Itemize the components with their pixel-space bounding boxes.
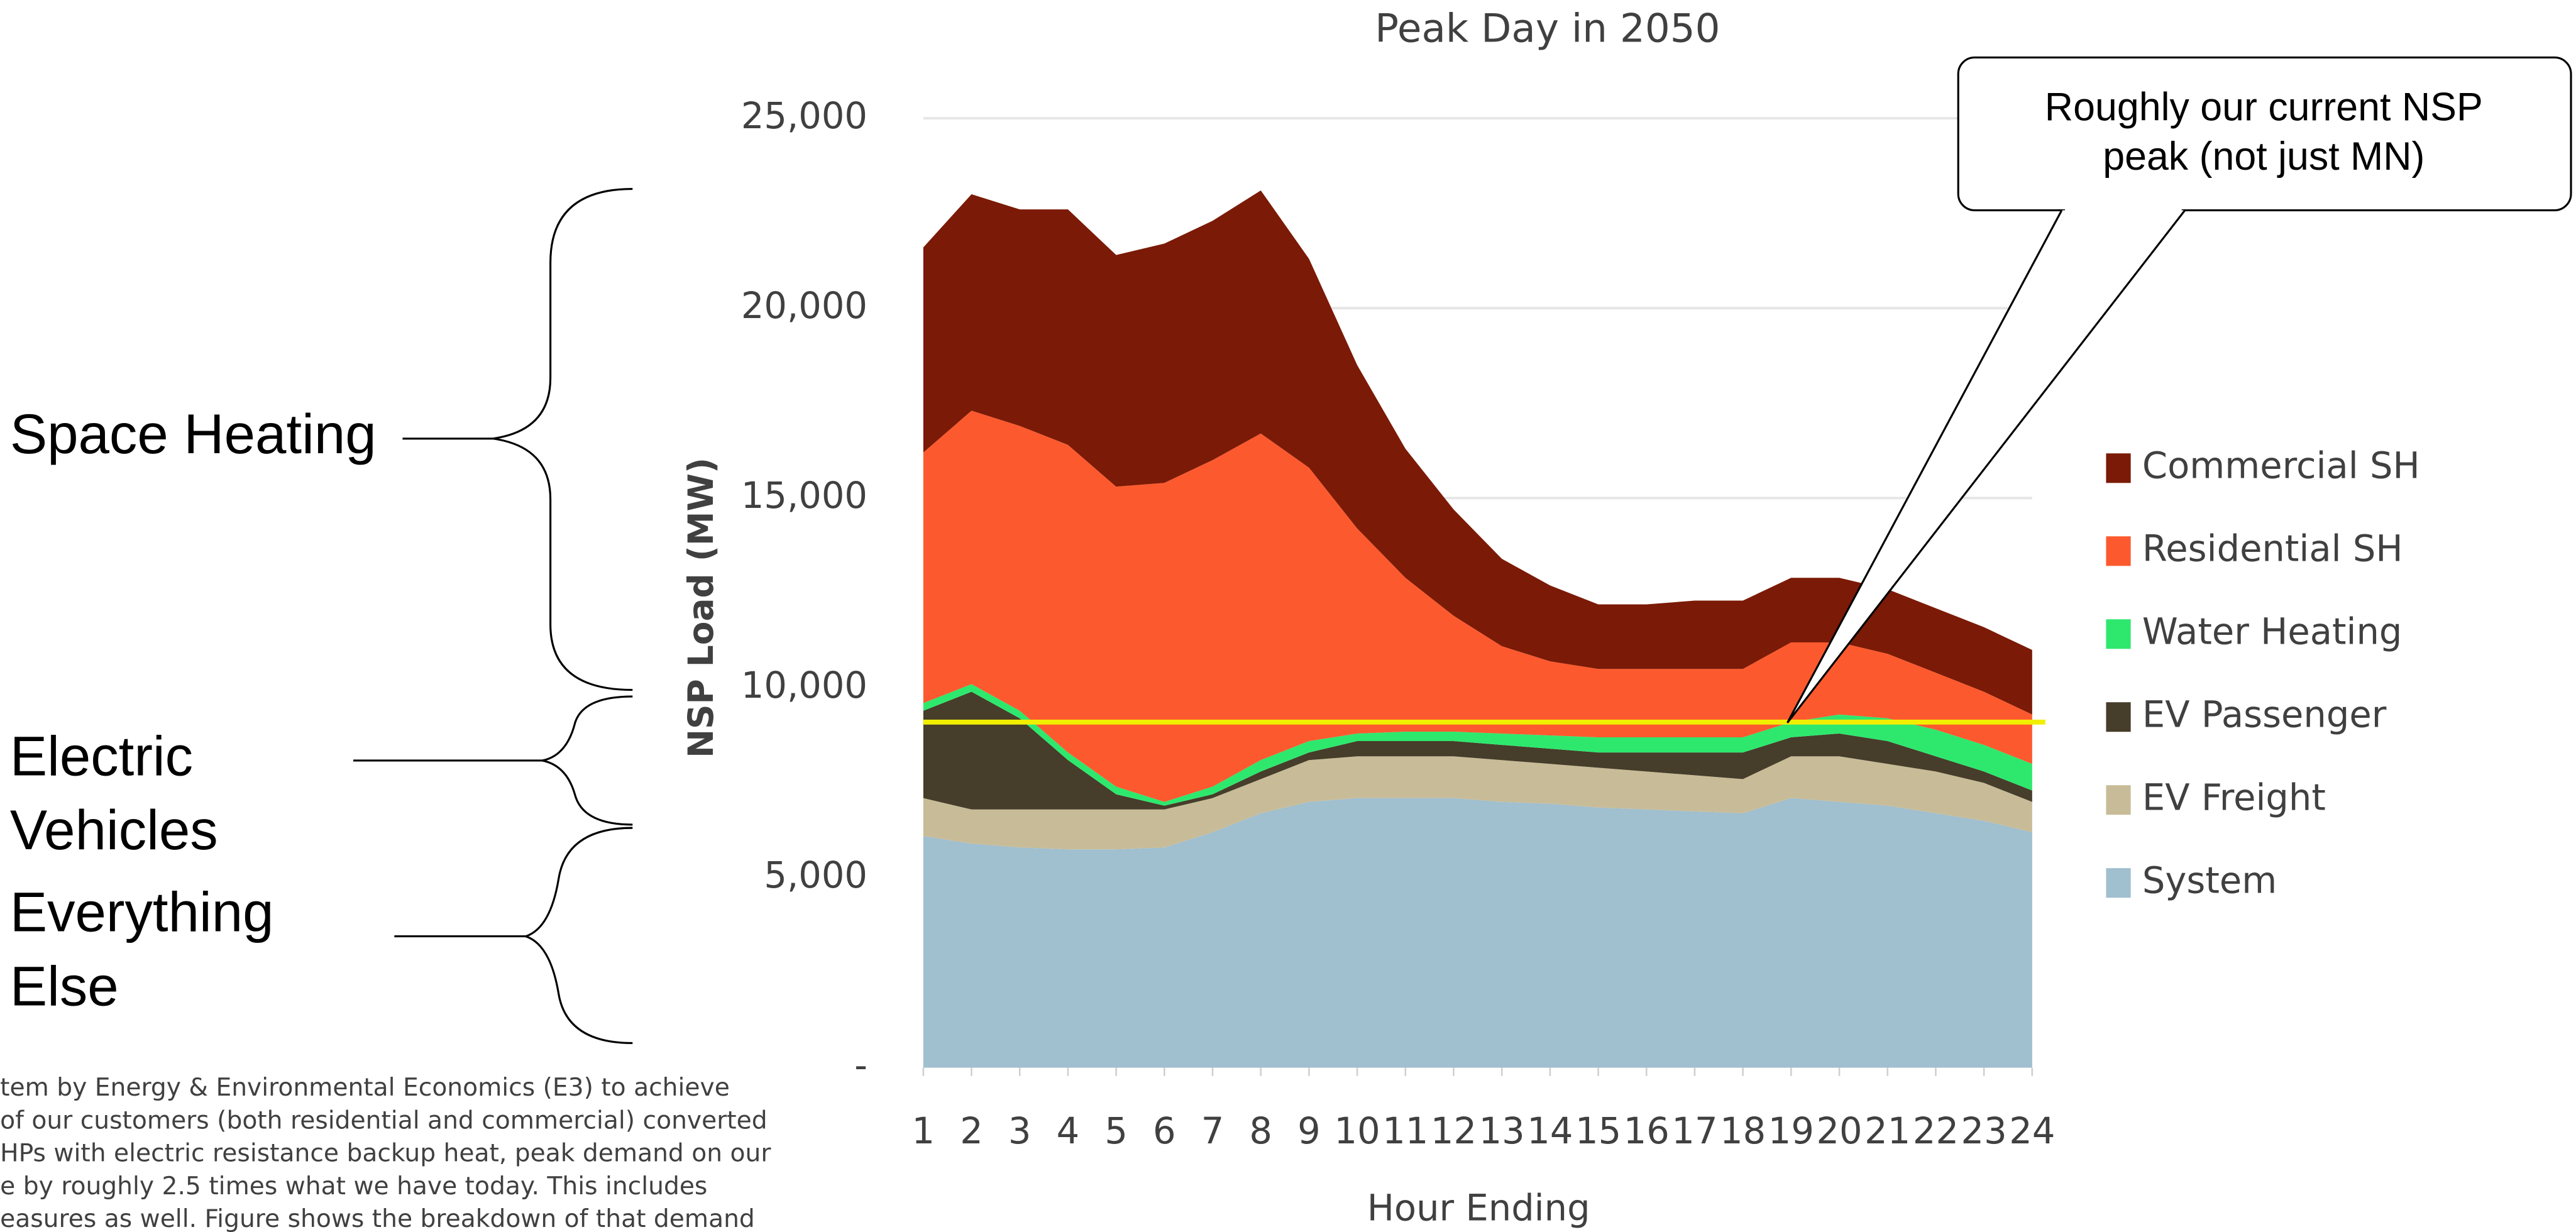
callout-text: peak (not just MN)	[2103, 135, 2425, 179]
legend-swatch	[2106, 619, 2131, 649]
x-tick-label: 11	[1382, 1110, 1428, 1152]
x-tick-label: 12	[1431, 1110, 1477, 1152]
y-tick-label: 15,000	[741, 475, 867, 517]
legend-label: System	[2142, 859, 2277, 901]
x-tick-label: 7	[1201, 1110, 1225, 1152]
x-tick-label: 8	[1249, 1110, 1272, 1152]
legend-swatch	[2106, 702, 2131, 732]
y-tick-label: 20,000	[741, 285, 867, 327]
x-tick-label: 23	[1961, 1110, 2007, 1152]
x-tick-label: 15	[1575, 1110, 1621, 1152]
x-tick-label: 22	[1913, 1110, 1959, 1152]
y-tick-label: 25,000	[741, 95, 867, 137]
brace-label: Else	[10, 955, 119, 1017]
legend-label: Water Heating	[2142, 610, 2402, 652]
x-tick-label: 19	[1768, 1110, 1814, 1152]
footnote-line: tem by Energy & Environmental Economics …	[0, 1074, 730, 1102]
legend-label: Commercial SH	[2142, 444, 2420, 487]
brace-label: Vehicles	[10, 799, 218, 861]
x-tick-label: 16	[1624, 1110, 1670, 1152]
legend-label: EV Passenger	[2142, 693, 2387, 735]
area	[923, 190, 2032, 715]
x-tick-label: 24	[2009, 1110, 2055, 1152]
x-tick-label: 21	[1864, 1110, 1910, 1152]
x-tick-label: 20	[1816, 1110, 1862, 1152]
legend-swatch	[2106, 785, 2131, 815]
brace-label: Electric	[10, 725, 193, 787]
x-tick-label: 5	[1104, 1110, 1128, 1152]
callout-pointer	[1786, 209, 2186, 723]
x-tick-label: 17	[1671, 1110, 1717, 1152]
x-tick-label: 2	[960, 1110, 983, 1152]
brace-label: Space Heating	[10, 403, 377, 465]
area	[923, 798, 2032, 1068]
callout: Roughly our current NSP peak (not just M…	[1786, 56, 2572, 723]
x-tick-label: 14	[1527, 1110, 1573, 1152]
legend-label: EV Freight	[2142, 776, 2326, 818]
callout-text: Roughly our current NSP	[2045, 85, 2483, 129]
legend-swatch	[2106, 868, 2131, 898]
y-tick-label: -	[854, 1044, 867, 1086]
y-tick-label: 5,000	[764, 854, 867, 896]
legend: Commercial SH Residential SH Water Heating…	[2106, 444, 2420, 901]
area	[923, 756, 2032, 850]
footnote-line: e by roughly 2.5 times what we have toda…	[0, 1172, 707, 1201]
y-tick-label: 10,000	[741, 664, 867, 707]
callout-box	[1957, 56, 2572, 212]
x-tick-label: 10	[1335, 1110, 1380, 1152]
x-tick-label: 9	[1297, 1110, 1321, 1152]
area	[923, 410, 2032, 802]
legend-swatch	[2106, 536, 2131, 566]
brace	[522, 827, 633, 1045]
x-tick-label: 13	[1479, 1110, 1525, 1152]
brace	[542, 695, 633, 826]
brace	[492, 187, 633, 691]
footnote: tem by Energy & Environmental Economics …	[0, 1074, 771, 1232]
x-tick-label: 1	[912, 1110, 935, 1152]
x-tick-label: 3	[1008, 1110, 1032, 1152]
footnote-line: easures as well. Figure shows the breakd…	[0, 1205, 755, 1232]
y-axis-title: NSP Load (MW)	[681, 458, 721, 758]
chart-title: Peak Day in 2050	[1375, 6, 1720, 52]
x-axis-title: Hour Ending	[1367, 1187, 1590, 1229]
legend-label: Residential SH	[2142, 527, 2403, 569]
x-tick-label: 6	[1153, 1110, 1176, 1152]
footnote-line: of our customers (both residential and c…	[0, 1106, 768, 1135]
x-tick-label: 18	[1720, 1110, 1766, 1152]
area	[923, 691, 2032, 810]
brace-label: Everything	[10, 881, 274, 943]
x-tick-label: 4	[1057, 1110, 1080, 1152]
braces	[353, 187, 633, 1045]
legend-swatch	[2106, 453, 2131, 483]
footnote-line: HPs with electric resistance backup heat…	[0, 1140, 771, 1168]
